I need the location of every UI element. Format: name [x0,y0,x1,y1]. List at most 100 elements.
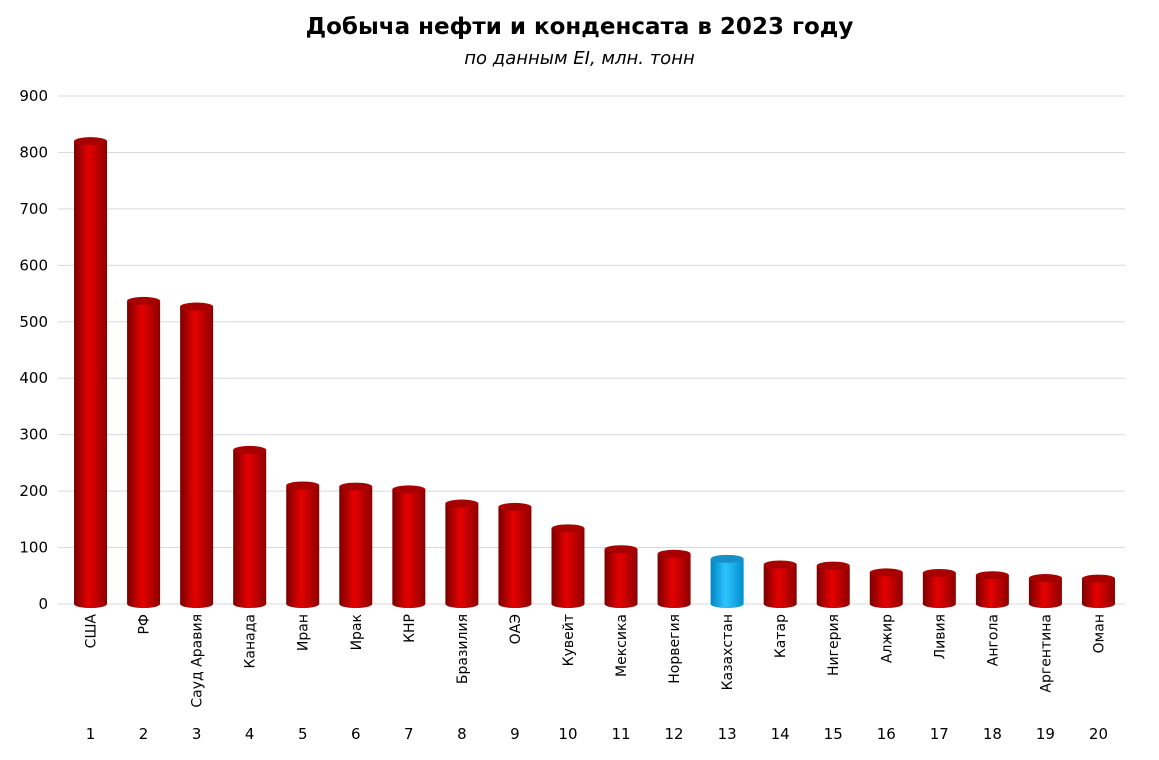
bar [975,571,1009,608]
rank-label: 16 [877,725,896,743]
x-tick-label: Канада [243,614,259,669]
bar-top [286,481,320,490]
y-tick-label: 0 [38,595,48,613]
bar-top [339,482,373,491]
chart-subtitle: по данным EI, млн. тонн [464,48,695,69]
bar [127,296,161,608]
bar-body [869,572,903,608]
bar-body [975,575,1009,608]
bar [339,482,373,608]
rank-label: 3 [192,725,202,743]
bar-body [604,549,638,608]
bar-top [922,568,956,577]
x-tick-label: Мексика [614,614,630,677]
bar [392,485,426,608]
rank-label: 1 [86,725,96,743]
bar-top [551,524,585,533]
x-tick-label: Иран [296,614,312,651]
x-tick-label: Кувейт [561,614,577,666]
rank-label: 13 [718,725,737,743]
rank-label: 9 [510,725,520,743]
rank-label: 10 [558,725,577,743]
bar [869,568,903,608]
bar-top [657,549,691,558]
bar [498,502,532,608]
y-tick-label: 500 [19,313,48,331]
bar-body [816,565,850,608]
x-tick-label: Казахстан [720,614,736,690]
rank-label: 5 [298,725,308,743]
rank-label: 15 [824,725,843,743]
bar [816,561,850,608]
bar-top [763,560,797,569]
bar-top [975,571,1009,580]
chart-title: Добыча нефти и конденсата в 2023 году [305,14,854,40]
bar-body [1028,578,1062,608]
bar-top [816,561,850,570]
x-tick-label: Ангола [985,614,1001,666]
bar-body [180,306,214,608]
bar [604,545,638,608]
bar-top [180,302,214,311]
bar-top [445,499,479,508]
bar-top [869,568,903,577]
bar-top [498,502,532,511]
rank-label: 7 [404,725,414,743]
x-tick-label: Норвегия [667,614,683,684]
bar-top [392,485,426,494]
bar [1028,574,1062,608]
bar [180,302,214,608]
rank-label: 6 [351,725,361,743]
x-tick-label: Алжир [879,614,895,663]
rank-label: 20 [1089,725,1108,743]
rank-label: 18 [983,725,1002,743]
bar-body [1081,578,1115,608]
bar-body [127,300,161,608]
bar-body [339,486,373,608]
y-tick-label: 200 [19,482,48,500]
rank-label: 4 [245,725,255,743]
bar-body [392,489,426,608]
x-tick-label: Оман [1091,614,1107,653]
x-tick-label: Ливия [932,614,948,659]
rank-label: 11 [611,725,630,743]
bar-body [763,564,797,608]
bar-top [604,545,638,554]
bar-top [127,296,161,305]
bar [763,560,797,608]
bar [74,137,108,608]
bar-top [1081,574,1115,583]
bar [286,481,320,608]
rank-label: 14 [771,725,790,743]
bar-body [710,558,744,608]
bar-top [710,554,744,563]
bar [233,445,267,608]
y-tick-label: 700 [19,200,48,218]
y-tick-label: 900 [19,87,48,105]
x-tick-label: ОАЭ [508,614,524,644]
bar-body [498,506,532,608]
bar-top [74,137,108,146]
x-tick-label: Аргентина [1038,614,1054,693]
rank-label: 19 [1036,725,1055,743]
bar [551,524,585,608]
bar [710,554,744,608]
y-tick-label: 300 [19,426,48,444]
bar-top [233,445,267,454]
bar-body [286,485,320,608]
x-tick-label: РФ [137,614,153,635]
bar-body [74,141,108,608]
bar [922,568,956,608]
bar-body [233,449,267,608]
y-tick-label: 100 [19,539,48,557]
bar-body [445,503,479,608]
y-tick-label: 400 [19,369,48,387]
x-tick-label: США [84,614,100,649]
rank-label: 12 [665,725,684,743]
bar-body [657,553,691,608]
bar-top [1028,574,1062,583]
y-tick-label: 600 [19,256,48,274]
bar-body [551,528,585,608]
